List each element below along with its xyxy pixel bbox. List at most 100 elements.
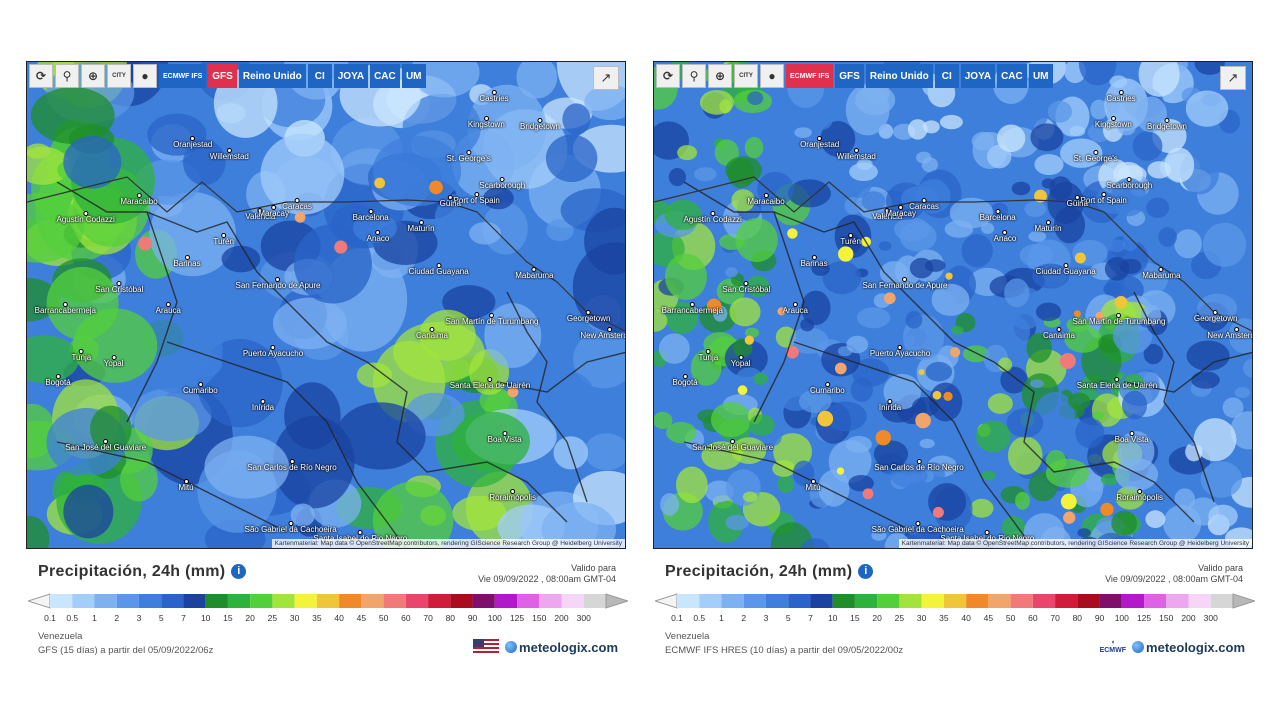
brand: ◖ ECMWF meteologix.com: [1100, 639, 1245, 655]
model-button-gfs[interactable]: GFS: [208, 64, 237, 88]
scale-tick-label: 30: [289, 613, 300, 623]
precip-cell: [1121, 390, 1148, 420]
model-button-ecmwf-ifs[interactable]: ECMWF IFS: [786, 64, 834, 88]
precip-cell: [795, 370, 814, 390]
scale-ticks: 0.1 0.5 1 2 3 5 7 10 15 20 25 30 35 40 45 50 60 70 80 90 100…: [653, 613, 1253, 625]
model-button-um[interactable]: UM: [1028, 64, 1053, 88]
scale-arrow-low: [655, 593, 678, 609]
country-border: [166, 341, 407, 548]
precip-cell: [1191, 371, 1220, 389]
model-button-cac[interactable]: CAC: [997, 64, 1027, 88]
city-label: Bogotá: [45, 377, 71, 387]
country-border: [773, 211, 1195, 523]
model-button-cac[interactable]: CAC: [370, 64, 400, 88]
precip-cell: [1158, 227, 1177, 247]
city-label: Ciudad Guayana: [1035, 266, 1096, 276]
info-icon[interactable]: i: [858, 564, 874, 579]
precip-cell: [849, 162, 878, 182]
brand-text: meteologix.com: [519, 639, 618, 655]
precip-cell: [1145, 510, 1166, 529]
locate-button[interactable]: ⚲: [55, 64, 79, 88]
scale-swatch: [94, 594, 117, 608]
share-button[interactable]: ↗: [1220, 66, 1246, 90]
precip-cell: [584, 84, 625, 121]
model-button-reino-unido[interactable]: Reino Unido: [865, 64, 933, 88]
precip-cell: [1119, 258, 1142, 274]
scale-swatch: [561, 594, 584, 608]
precip-cell: [1222, 397, 1244, 418]
country-border: [683, 181, 805, 423]
model-button-gfs[interactable]: GFS: [835, 64, 864, 88]
precip-cell: [731, 189, 755, 212]
precip-cell: [844, 197, 863, 215]
precip-cell: [1234, 387, 1251, 399]
precip-cell: [1028, 231, 1047, 242]
precip-cell: [272, 297, 347, 350]
scale-swatch: [832, 594, 855, 608]
info-icon[interactable]: i: [231, 564, 247, 579]
precip-cell: [546, 218, 574, 242]
zoom-button[interactable]: ⊕: [81, 64, 105, 88]
city-label: Inírida: [251, 403, 275, 413]
scale-tick-label: 90: [467, 613, 478, 623]
valid-label: Valido para: [571, 563, 616, 573]
model-button-um[interactable]: UM: [401, 64, 426, 88]
dot-button[interactable]: ●: [133, 64, 157, 88]
precip-cell: [1006, 408, 1044, 438]
dot-button[interactable]: ●: [760, 64, 784, 88]
precip-cell: [856, 307, 891, 329]
model-button-ci[interactable]: CI: [934, 64, 959, 88]
city-button[interactable]: CITY: [734, 64, 758, 88]
precip-hotspot: [1074, 252, 1086, 264]
precip-cell: [664, 253, 708, 300]
precip-cell: [27, 335, 80, 383]
precip-cell: [970, 498, 994, 518]
precip-map-ecmwf[interactable]: ⟳ ⚲ ⊕ CITY ● ECMWF IFS GFS Reino Unido CI JOYA CAC…: [653, 61, 1253, 549]
precip-cell: [1174, 229, 1202, 259]
scale-tick-label: 150: [1159, 613, 1174, 623]
model-button-joya[interactable]: JOYA: [960, 64, 996, 88]
precip-cell: [1090, 99, 1108, 120]
model-button-joya[interactable]: JOYA: [333, 64, 369, 88]
city-label: Inírida: [878, 403, 902, 413]
city-button[interactable]: CITY: [107, 64, 131, 88]
city-label: Maturín: [407, 224, 435, 234]
precip-cell: [745, 327, 760, 338]
refresh-button[interactable]: ⟳: [656, 64, 680, 88]
precip-cell: [654, 411, 673, 429]
refresh-icon: ⟳: [662, 69, 674, 83]
locate-button[interactable]: ⚲: [682, 64, 706, 88]
precip-cell: [846, 335, 869, 354]
brand-logo[interactable]: meteologix.com: [505, 640, 618, 655]
precip-hotspot: [1034, 189, 1047, 203]
city-label: Castries: [1106, 94, 1136, 104]
precip-hotspot: [834, 362, 847, 375]
scale-swatch: [361, 594, 384, 608]
precip-field: [654, 62, 1252, 548]
model-button-reino-unido[interactable]: Reino Unido: [238, 64, 306, 88]
precip-hotspot: [950, 347, 961, 358]
scale-tick-label: 150: [532, 613, 547, 623]
refresh-button[interactable]: ⟳: [29, 64, 53, 88]
precip-map-gfs[interactable]: ⟳ ⚲ ⊕ CITY ● ECMWF IFS GFS Reino Unido CI JOYA CAC…: [26, 61, 626, 549]
precip-cell: [1186, 340, 1230, 371]
model-button-ci[interactable]: CI: [307, 64, 332, 88]
precip-cell: [753, 372, 768, 386]
precip-cell: [1200, 461, 1243, 498]
scale-swatch: [1099, 594, 1122, 608]
scale-swatch: [138, 594, 162, 608]
precip-hotspot: [875, 429, 892, 446]
precip-cell: [335, 402, 426, 470]
scale-tick-label: 100: [487, 613, 502, 623]
valid-date: Vie 09/09/2022 , 08:00am GMT-04: [478, 574, 616, 584]
brand-logo[interactable]: meteologix.com: [1132, 640, 1245, 655]
model-button-ecmwf-ifs[interactable]: ECMWF IFS: [159, 64, 207, 88]
zoom-button[interactable]: ⊕: [708, 64, 732, 88]
precip-cell: [747, 91, 764, 106]
precip-cell: [944, 220, 974, 238]
city-label: Turén: [840, 237, 861, 247]
precip-cell: [818, 469, 850, 507]
city-label: Georgetown: [1193, 314, 1238, 324]
valid-date: Vie 09/09/2022 , 08:00am GMT-04: [1105, 574, 1243, 584]
share-button[interactable]: ↗: [593, 66, 619, 90]
